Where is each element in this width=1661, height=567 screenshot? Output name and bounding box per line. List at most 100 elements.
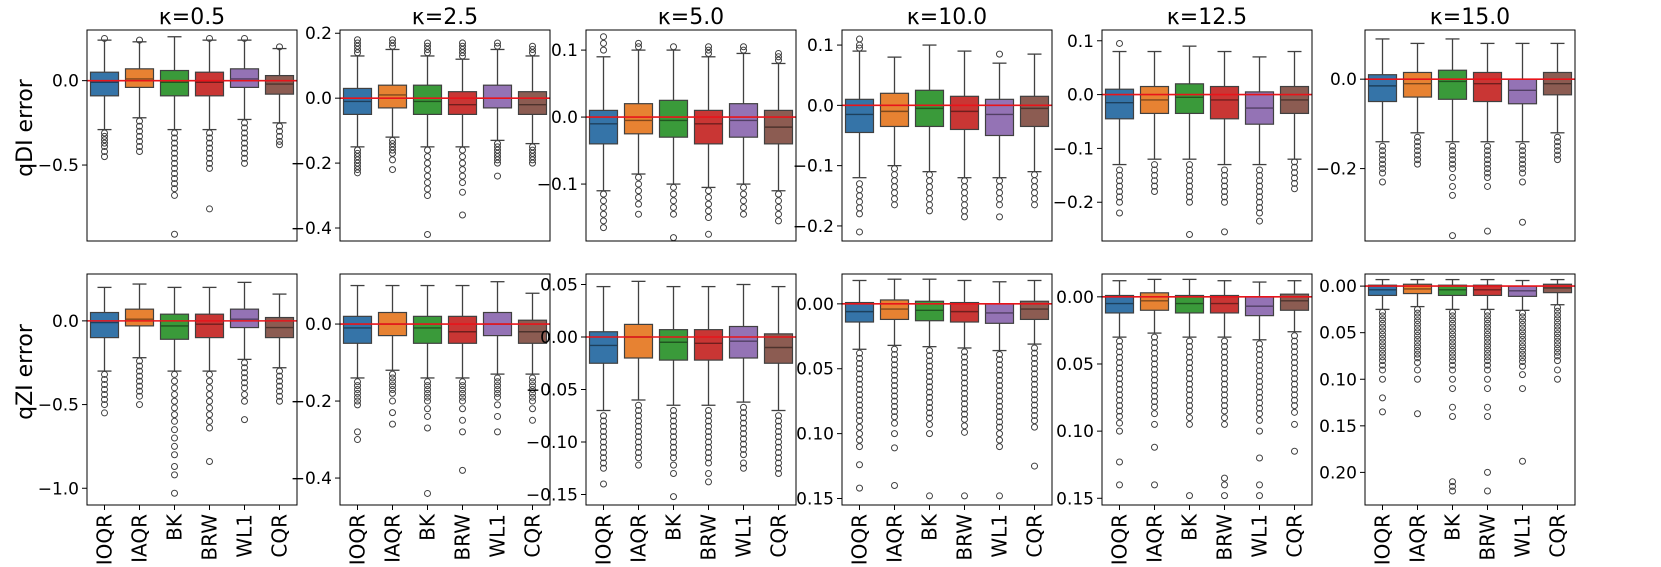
box-BRW — [1209, 50, 1240, 236]
outlier-point — [1256, 367, 1263, 375]
y-tick-label: 0.0 — [1067, 86, 1094, 106]
outlier-point — [529, 386, 536, 393]
box-BK — [658, 43, 689, 242]
outlier-point — [600, 33, 607, 41]
outlier-point — [1519, 350, 1526, 358]
outlier-point — [171, 451, 178, 459]
iqr-box — [1019, 300, 1050, 321]
outlier-point — [1449, 375, 1456, 383]
outlier-point — [241, 379, 248, 387]
outlier-point — [1449, 191, 1456, 199]
outlier-point — [529, 382, 536, 390]
outlier-point — [705, 433, 712, 441]
outlier-point — [1256, 182, 1263, 190]
iqr-box — [1209, 85, 1240, 120]
outlier-point — [459, 39, 466, 47]
outlier-point — [705, 428, 712, 435]
outlier-point — [1449, 385, 1456, 393]
outlier-point — [1414, 317, 1421, 325]
outlier-point — [1414, 320, 1421, 328]
outlier-point — [961, 384, 968, 392]
outlier-point — [1256, 187, 1263, 195]
outlier-point — [926, 409, 933, 417]
outlier-point — [494, 39, 501, 47]
outlier-point — [996, 183, 1003, 191]
outlier-point — [1554, 311, 1561, 319]
outlier-point — [1379, 169, 1386, 177]
outlier-point — [600, 417, 607, 425]
outlier-point — [1116, 481, 1123, 489]
outlier-point — [926, 201, 933, 209]
outlier-point — [775, 210, 782, 218]
outlier-point — [1484, 385, 1491, 393]
outlier-point — [101, 401, 108, 409]
y-tick-label: 0.0 — [305, 315, 332, 335]
box-IOQR — [588, 285, 619, 488]
outlier-point — [276, 127, 283, 135]
outlier-point — [635, 39, 642, 47]
x-tick-label: WL1 — [732, 514, 756, 558]
outlier-point — [740, 414, 747, 422]
outlier-point — [1256, 166, 1263, 174]
y-tick-label: 0.00 — [796, 295, 834, 315]
outlier-point — [241, 384, 248, 392]
outlier-point — [1554, 333, 1561, 341]
outlier-point — [424, 489, 431, 497]
outlier-point — [389, 374, 396, 382]
outlier-point — [856, 204, 863, 212]
x-tick-label: IAQR — [381, 514, 405, 563]
outlier-point — [1186, 198, 1193, 206]
outlier-point — [891, 392, 898, 400]
outlier-point — [856, 192, 863, 200]
outlier-point — [1379, 349, 1386, 357]
outlier-point — [1186, 375, 1193, 383]
axes-frame — [585, 29, 797, 242]
x-tick-label: BK — [1178, 513, 1202, 541]
outlier-point — [529, 393, 536, 401]
iqr-box — [1104, 88, 1135, 120]
y-tick-label: 0.15 — [1056, 489, 1094, 509]
outlier-point — [635, 401, 642, 409]
outlier-point — [171, 489, 178, 497]
outlier-point — [529, 389, 536, 397]
outlier-point — [670, 449, 677, 456]
box-IAQR — [124, 283, 155, 409]
outlier-point — [705, 230, 712, 238]
outlier-point — [1116, 458, 1123, 466]
outlier-point — [1186, 364, 1193, 372]
outlier-point — [1256, 372, 1263, 380]
outlier-point — [171, 377, 178, 385]
outlier-point — [670, 454, 677, 462]
outlier-point — [424, 39, 431, 47]
y-tick-label: −0.5 — [38, 156, 79, 176]
outlier-point — [1256, 361, 1263, 369]
outlier-point — [136, 132, 143, 140]
outlier-point — [1449, 357, 1456, 365]
y-tick-label: −0.2 — [291, 392, 332, 412]
outlier-point — [926, 398, 933, 406]
box-WL1 — [1507, 279, 1538, 465]
iqr-box — [1019, 95, 1050, 128]
outlier-point — [926, 383, 933, 391]
outlier-point — [961, 389, 968, 397]
box-CQR — [1279, 280, 1310, 455]
iqr-box — [658, 99, 689, 138]
outlier-point — [136, 117, 143, 125]
outlier-point — [600, 39, 607, 47]
outlier-point — [1484, 468, 1491, 476]
outlier-point — [459, 397, 466, 405]
outlier-point — [276, 122, 283, 130]
outlier-point — [1186, 171, 1193, 179]
outlier-point — [775, 454, 782, 462]
outlier-point — [171, 159, 178, 167]
outlier-point — [856, 461, 863, 469]
outlier-point — [1221, 187, 1228, 195]
outlier-point — [1449, 327, 1456, 335]
outlier-point — [494, 412, 501, 420]
outlier-point — [1116, 391, 1123, 399]
panel-0-5: 0.0 −0.2 κ=15.0 — [1316, 5, 1576, 242]
outlier-point — [171, 442, 178, 450]
outlier-point — [635, 173, 642, 181]
x-tick-label: CQR — [268, 514, 292, 558]
outlier-point — [459, 42, 466, 50]
